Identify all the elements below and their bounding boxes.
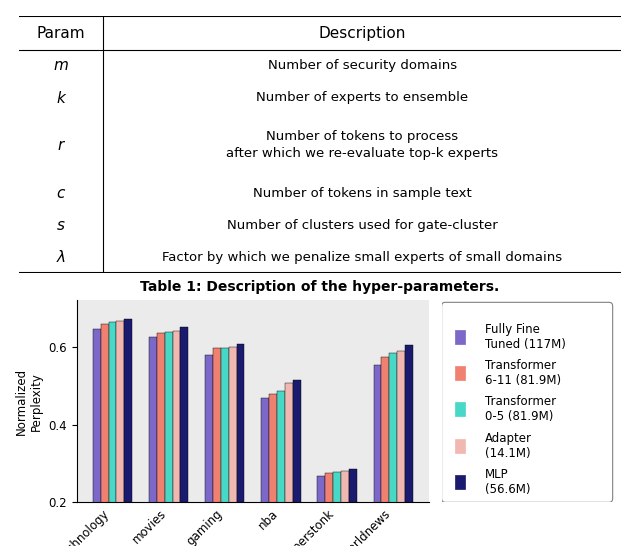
Bar [124, 319, 132, 546]
FancyBboxPatch shape [442, 302, 612, 502]
Bar [292, 380, 301, 546]
Text: $k$: $k$ [56, 90, 67, 105]
Bar [205, 355, 213, 546]
Text: Number of security domains: Number of security domains [268, 59, 457, 72]
Bar [173, 331, 180, 546]
Bar [180, 328, 188, 546]
Bar [285, 383, 292, 546]
Text: Factor by which we penalize small experts of small domains: Factor by which we penalize small expert… [162, 251, 562, 264]
Bar [397, 351, 405, 546]
Bar [213, 348, 221, 546]
Text: MLP
(56.6M): MLP (56.6M) [485, 468, 531, 496]
Bar [269, 394, 277, 546]
Bar [381, 358, 389, 546]
Bar [341, 471, 349, 546]
Text: $c$: $c$ [56, 186, 67, 201]
Text: Number of clusters used for gate-cluster: Number of clusters used for gate-cluster [227, 218, 497, 232]
Text: Fully Fine
Tuned (117M): Fully Fine Tuned (117M) [485, 323, 566, 351]
Bar [389, 353, 397, 546]
Bar [100, 324, 109, 546]
Bar [374, 365, 381, 546]
Bar [456, 330, 465, 344]
Bar [456, 366, 465, 380]
Text: $\lambda$: $\lambda$ [56, 249, 67, 265]
Bar [349, 469, 356, 546]
Bar [325, 473, 333, 546]
Text: Number of tokens in sample text: Number of tokens in sample text [253, 187, 472, 200]
Bar [405, 345, 413, 546]
Bar [93, 329, 100, 546]
Text: $r$: $r$ [57, 138, 66, 153]
Text: $m$: $m$ [53, 58, 69, 73]
Text: Adapter
(14.1M): Adapter (14.1M) [485, 432, 532, 460]
Bar [277, 391, 285, 546]
Text: Table 1: Description of the hyper-parameters.: Table 1: Description of the hyper-parame… [140, 280, 500, 294]
Text: Description: Description [319, 26, 406, 40]
Bar [237, 344, 244, 546]
Bar [317, 476, 325, 546]
Text: $s$: $s$ [56, 218, 66, 233]
Bar [157, 333, 164, 546]
Bar [164, 332, 173, 546]
Bar [109, 323, 116, 546]
Bar [116, 321, 124, 546]
Text: Transformer
6-11 (81.9M): Transformer 6-11 (81.9M) [485, 359, 561, 387]
Bar [221, 348, 228, 546]
Bar [228, 347, 237, 546]
Bar [456, 475, 465, 489]
Text: Number of tokens to process
after which we re-evaluate top-k experts: Number of tokens to process after which … [226, 130, 498, 161]
Bar [149, 337, 157, 546]
Bar [333, 472, 341, 546]
Text: Transformer
0-5 (81.9M): Transformer 0-5 (81.9M) [485, 395, 556, 423]
Text: Param: Param [37, 26, 86, 40]
Bar [261, 398, 269, 546]
Text: Number of experts to ensemble: Number of experts to ensemble [256, 91, 468, 104]
Bar [456, 438, 465, 453]
Y-axis label: Normalized
Perplexity: Normalized Perplexity [15, 368, 43, 435]
Bar [456, 402, 465, 417]
